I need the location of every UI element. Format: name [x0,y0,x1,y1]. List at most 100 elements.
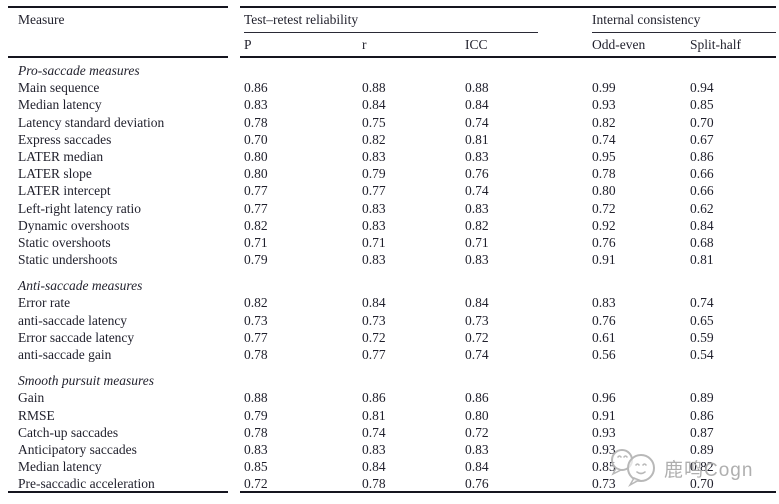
value-cell: 0.71 [465,234,489,250]
value-cell: 0.86 [690,407,714,423]
measure-cell: Pre-saccadic acceleration [18,476,155,492]
measure-cell: Anticipatory saccades [18,441,137,457]
value-cell: 0.94 [690,80,714,96]
value-cell: 0.61 [592,329,616,345]
value-cell: 0.85 [244,459,268,475]
value-cell: 0.84 [690,217,714,233]
value-cell: 0.93 [592,97,616,113]
bottom-rule-right [240,491,776,493]
section-title-row: Smooth pursuit measures [0,372,779,389]
value-cell: 0.71 [362,234,386,250]
value-cell: 0.83 [244,441,268,457]
value-cell: 0.86 [465,390,489,406]
value-cell: 0.78 [244,424,268,440]
measure-cell: Main sequence [18,80,100,96]
value-cell: 0.83 [465,252,489,268]
group-header-test-retest: Test–retest reliability [244,12,359,27]
value-cell: 0.88 [465,80,489,96]
value-cell: 0.82 [465,217,489,233]
value-cell: 0.74 [465,114,489,130]
table-row: Left-right latency ratio 0.77 0.83 0.83 0.72… [0,200,779,217]
measure-cell: Static overshoots [18,234,111,250]
table-row: Main sequence 0.86 0.88 0.88 0.99 0.94 [0,79,779,96]
value-cell: 0.84 [362,459,386,475]
value-cell: 0.70 [690,114,714,130]
value-cell: 0.82 [244,295,268,311]
value-cell: 0.77 [244,200,268,216]
value-cell: 0.74 [465,347,489,362]
value-cell: 0.82 [690,459,714,475]
value-cell: 0.78 [592,166,616,182]
section-title: Smooth pursuit measures [18,373,155,389]
value-cell: 0.81 [465,131,489,147]
value-cell: 0.83 [362,217,386,233]
section-title-row: Anti-saccade measures [0,277,779,294]
value-cell: 0.83 [362,148,386,164]
value-cell: 0.83 [362,441,386,457]
value-cell: 0.85 [690,97,714,113]
value-cell: 0.80 [244,148,268,164]
value-cell: 0.84 [362,295,386,311]
value-cell: 0.66 [690,183,714,199]
measure-column-header: Measure [18,12,65,27]
value-cell: 0.72 [465,424,489,440]
measure-cell: LATER slope [18,166,92,182]
column-header-odd-even: Odd-even [592,37,646,52]
measure-cell: Static undershoots [18,252,118,268]
measure-cell: Median latency [18,459,102,475]
table-row: Error rate 0.82 0.84 0.84 0.83 0.74 [0,294,779,311]
value-cell: 0.87 [690,424,714,440]
value-cell: 0.67 [690,131,714,147]
value-cell: 0.88 [362,80,386,96]
value-cell: 0.70 [690,476,714,492]
value-cell: 0.84 [362,97,386,113]
value-cell: 0.83 [465,148,489,164]
measure-cell: anti-saccade latency [18,312,128,328]
value-cell: 0.82 [592,114,616,130]
table-row: Anticipatory saccades 0.83 0.83 0.83 0.93 0.8… [0,441,779,458]
value-cell: 0.83 [244,97,268,113]
value-cell: 0.85 [592,459,616,475]
value-cell: 0.65 [690,312,714,328]
subheader-row: P r ICC Odd-even Split-half [0,37,779,53]
column-header-r: r [362,37,367,52]
value-cell: 0.75 [362,114,386,130]
value-cell: 0.54 [690,347,714,362]
table-row: anti-saccade latency 0.73 0.73 0.73 0.76 0.65 [0,312,779,329]
value-cell: 0.83 [362,200,386,216]
measure-cell: RMSE [18,407,55,423]
value-cell: 0.79 [244,252,268,268]
top-rule-right [240,6,776,8]
value-cell: 0.72 [465,329,489,345]
value-cell: 0.82 [362,131,386,147]
column-header-icc: ICC [465,37,488,52]
value-cell: 0.80 [244,166,268,182]
value-cell: 0.96 [592,390,616,406]
section-title: Anti-saccade measures [18,278,143,294]
value-cell: 0.73 [592,476,616,492]
value-cell: 0.77 [244,183,268,199]
value-cell: 0.91 [592,252,616,268]
measure-cell: Express saccades [18,131,112,147]
value-cell: 0.89 [690,441,714,457]
value-cell: 0.74 [592,131,616,147]
group2-underline [592,32,776,33]
bottom-rule-left [8,491,228,493]
table-row: LATER median 0.80 0.83 0.83 0.95 0.86 [0,148,779,165]
table-row: Pre-saccadic acceleration 0.72 0.78 0.76 0.7… [0,475,779,492]
value-cell: 0.79 [244,407,268,423]
measure-cell: Catch-up saccades [18,424,119,440]
group1-underline [244,32,538,33]
table-row: LATER intercept 0.77 0.77 0.74 0.80 0.66 [0,182,779,199]
value-cell: 0.88 [244,390,268,406]
value-cell: 0.72 [362,329,386,345]
value-cell: 0.73 [362,312,386,328]
value-cell: 0.91 [592,407,616,423]
table-row: Gain 0.88 0.86 0.86 0.96 0.89 [0,389,779,406]
value-cell: 0.77 [362,347,386,362]
value-cell: 0.78 [244,114,268,130]
value-cell: 0.93 [592,424,616,440]
value-cell: 0.79 [362,166,386,182]
value-cell: 0.76 [465,166,489,182]
value-cell: 0.70 [244,131,268,147]
